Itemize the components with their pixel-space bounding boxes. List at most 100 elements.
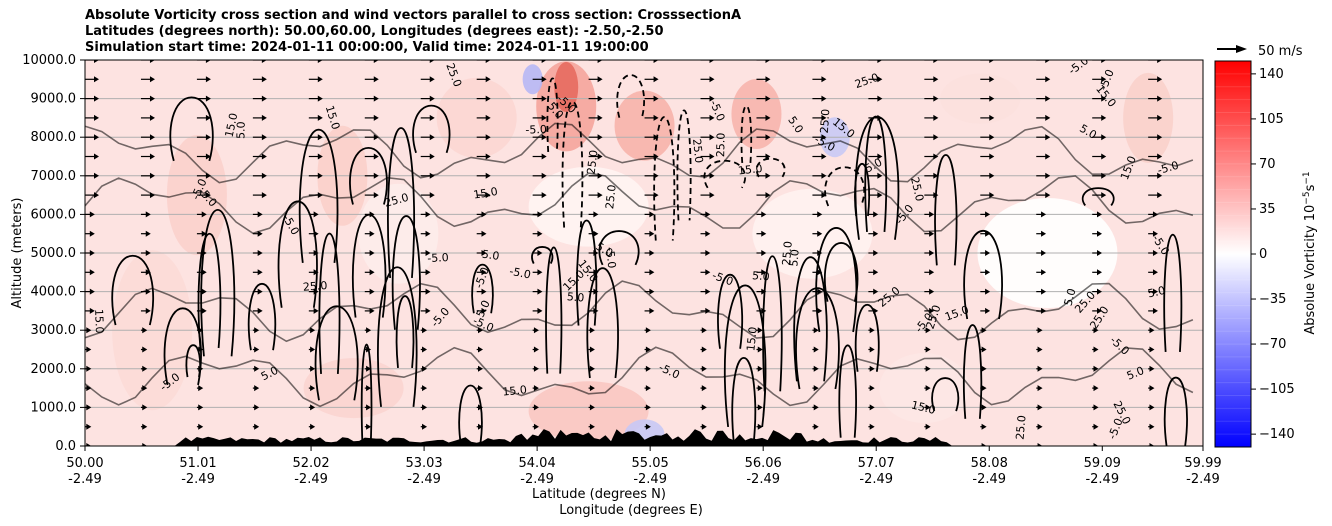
wind-vector-head [254,423,260,430]
wind-vector-head [873,230,879,237]
wind-vector-head [366,423,372,430]
wind-vector-head [597,134,603,141]
wind-vector-head [537,211,543,218]
wind-vector-head [1037,385,1043,392]
terrain [85,429,1203,446]
wind-vector-head [981,423,987,430]
wind-vector-head [429,114,435,121]
contour-line [85,122,1194,184]
wind-vector-head [485,192,491,199]
wind-vector-head [317,134,323,141]
wind-vector-head [541,172,547,179]
wind-vector-head [925,365,931,372]
contour-line [185,344,202,378]
wind-vector-head [989,114,995,121]
wind-vector-head [933,60,939,63]
wind-vector-head [261,60,267,63]
wind-vector-head [86,443,92,446]
y-tick-label: 8000.0 [31,130,77,145]
wind-vector-head [94,192,99,199]
wind-vector-head [369,211,375,218]
wind-vector-head [149,60,155,63]
wind-vector-head [533,365,539,372]
contour-label: 25.0 [302,279,327,294]
wind-vector-head [933,76,939,83]
wind-vector-head [1157,172,1163,179]
contour-line [676,109,692,221]
contour-line [1081,187,1115,206]
chart-title-line-2: Latitudes (degrees north): 50.00,60.00, … [85,24,664,39]
wind-vector-head [593,250,599,256]
wind-vector-head [1097,288,1103,295]
contour-line [85,172,1194,235]
contour-line [1163,233,1183,352]
wind-vector-head [989,95,995,102]
colorbar-tick-label: 35 [1259,202,1276,217]
x-tick-label-lat: 54.04 [519,456,556,471]
wind-vector-head [425,269,431,276]
wind-vector-head [205,134,211,141]
wind-vector-head [422,404,428,411]
wind-vector-head [933,172,939,179]
wind-vector-head [429,95,435,102]
wind-vector-head [145,269,151,276]
wind-vector-head [1041,250,1047,256]
wind-vector-head [813,404,819,411]
wind-vector-head [317,95,323,102]
wind-vector-head [873,307,879,314]
wind-vector-head [429,76,435,83]
wind-vector-head [701,385,707,392]
wind-vector-head [597,172,603,179]
wind-vector-head [1157,192,1163,199]
wind-vector-head [1045,95,1051,102]
wind-vector-head [1152,230,1158,237]
contour-line [163,307,202,386]
contour-label: 5.0 [1125,364,1146,383]
wind-vector-head [366,327,372,334]
contour-line [412,104,451,154]
wind-vector-head [709,114,715,121]
wind-vector-head [86,404,92,411]
wind-vector-head [425,250,431,256]
vorticity-patch [436,77,517,158]
wind-vector-head [821,76,827,83]
wind-vector-head [86,385,92,392]
wind-vector-head [254,443,260,446]
contour-line [546,77,559,152]
colorbar-label: Absolue Vorticity 10−5s−1 [1302,171,1318,334]
quiver-key: 50 m/s [1217,44,1303,59]
wind-vector-head [1101,172,1107,179]
wind-vector-head [933,153,939,160]
wind-vector-head [1037,365,1043,372]
wind-vector-head [1045,76,1051,83]
wind-vector-head [1045,114,1051,121]
wind-vector-head [1045,60,1051,63]
wind-vector-head [477,346,483,353]
wind-vector-head [198,346,204,353]
contour-line [815,227,858,333]
contour-line [795,287,840,390]
colorbar-tick-label: 105 [1259,112,1284,127]
wind-vector-head [1157,76,1163,83]
wind-vector-head [1037,423,1043,430]
x-tick-label-lat: 52.02 [292,456,329,471]
wind-vector-head [821,153,827,160]
wind-vector-head [481,250,487,256]
plot-area: 15.0 25.0-5.05.0-5.0-5.0-5.0-5.015.015.05… [85,60,1203,446]
wind-vector-head [869,346,875,353]
contour-label: 5.0 [1062,287,1079,307]
contour-label: 15.0 [223,112,241,139]
grid-lines [85,98,1203,408]
contour-label: -5.0 [525,123,547,137]
wind-vector-head [813,443,819,446]
contour-line [598,230,640,266]
contour-label: 5.0 [234,121,247,139]
wind-vector-head [422,365,428,372]
wind-vector-head [597,76,603,83]
wind-vector-head [89,307,95,314]
vorticity-patch [528,381,649,442]
wind-vector-head [1037,346,1043,353]
wind-vector-head [1157,95,1163,102]
wind-vector-head [205,153,211,160]
wind-vector-head [1037,404,1043,411]
